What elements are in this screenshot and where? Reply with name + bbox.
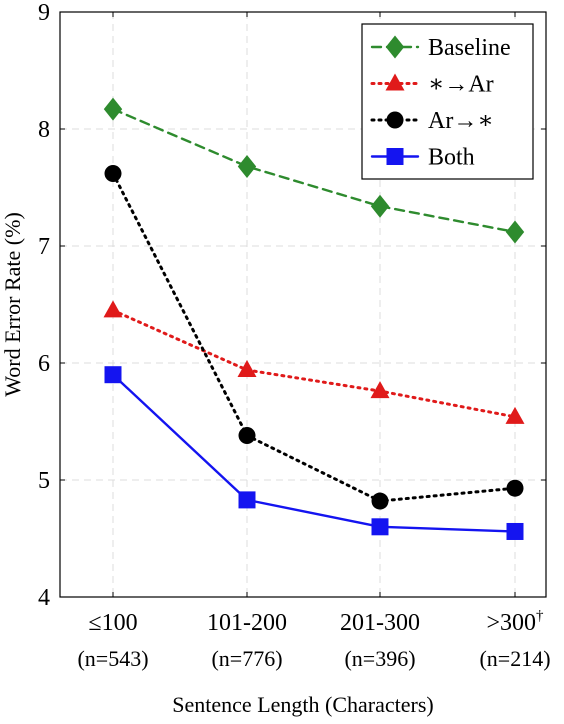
- data-point-circle: [371, 492, 389, 510]
- legend-marker-circle: [386, 111, 404, 129]
- legend-item: Baseline: [370, 35, 511, 61]
- data-point-circle: [238, 427, 256, 445]
- y-axis-ticks: 4 5 6 7 8 9: [38, 0, 546, 611]
- x-tick-sublabel: (n=396): [344, 646, 415, 671]
- data-point-circle: [506, 479, 524, 497]
- data-point-diamond: [505, 220, 525, 244]
- legend-item: Both: [370, 145, 475, 171]
- series-group: [103, 97, 525, 540]
- legend-marker-diamond: [385, 35, 405, 59]
- legend-item: ∗→Ar: [370, 72, 494, 98]
- legend-label: ∗→Ar: [428, 72, 494, 98]
- data-point-circle: [104, 164, 122, 182]
- legend-marker-triangle: [385, 73, 405, 91]
- x-axis-ticks: ≤100 (n=543) 101-200 (n=776) 201-300 (n=396) >…: [77, 12, 551, 671]
- legend-label: Ar→∗: [428, 108, 494, 134]
- y-axis-label: Word Error Rate (%): [0, 212, 25, 397]
- x-tick-sublabel: (n=776): [211, 646, 282, 671]
- x-tick-superscript: †: [536, 608, 544, 624]
- data-point-square: [371, 518, 389, 536]
- data-point-triangle: [103, 300, 123, 318]
- x-axis-label: Sentence Length (Characters): [172, 692, 433, 717]
- data-point-triangle: [370, 381, 390, 399]
- series-diamond: [103, 97, 525, 244]
- y-tick-label: 9: [38, 0, 50, 26]
- series-line: [111, 171, 517, 503]
- data-point-square: [238, 491, 256, 509]
- data-point-square: [506, 522, 524, 540]
- data-point-triangle: [505, 406, 525, 424]
- data-point-triangle: [237, 360, 257, 378]
- x-tick-label: 201-300: [340, 610, 420, 636]
- y-tick-label: 7: [38, 234, 50, 260]
- plot-frame: [59, 11, 547, 598]
- x-tick-sublabel: (n=543): [77, 646, 148, 671]
- x-tick-label: 101-200: [207, 610, 287, 636]
- series-line: [111, 308, 517, 419]
- x-tick-label: >300†: [486, 608, 544, 636]
- legend-label: Both: [428, 145, 475, 171]
- data-point-diamond: [370, 194, 390, 218]
- legend: Baseline ∗→Ar Ar→∗ Both: [361, 23, 534, 180]
- series-square: [104, 366, 524, 540]
- series-line: [111, 107, 517, 234]
- legend-item: Ar→∗: [370, 108, 494, 134]
- y-tick-label: 5: [38, 468, 50, 494]
- x-tick-label: ≤100: [88, 610, 137, 636]
- y-tick-label: 4: [38, 585, 50, 611]
- x-tick-sublabel: (n=214): [479, 646, 550, 671]
- legend-label: Baseline: [428, 35, 511, 61]
- y-tick-label: 6: [38, 351, 50, 377]
- series-line: [111, 373, 517, 533]
- data-point-diamond: [103, 97, 123, 121]
- series-triangle: [103, 300, 525, 424]
- data-point-diamond: [237, 154, 257, 178]
- series-circle: [104, 164, 524, 510]
- legend-marker-square: [386, 148, 404, 165]
- y-tick-label: 8: [38, 117, 50, 143]
- data-point-square: [104, 366, 122, 384]
